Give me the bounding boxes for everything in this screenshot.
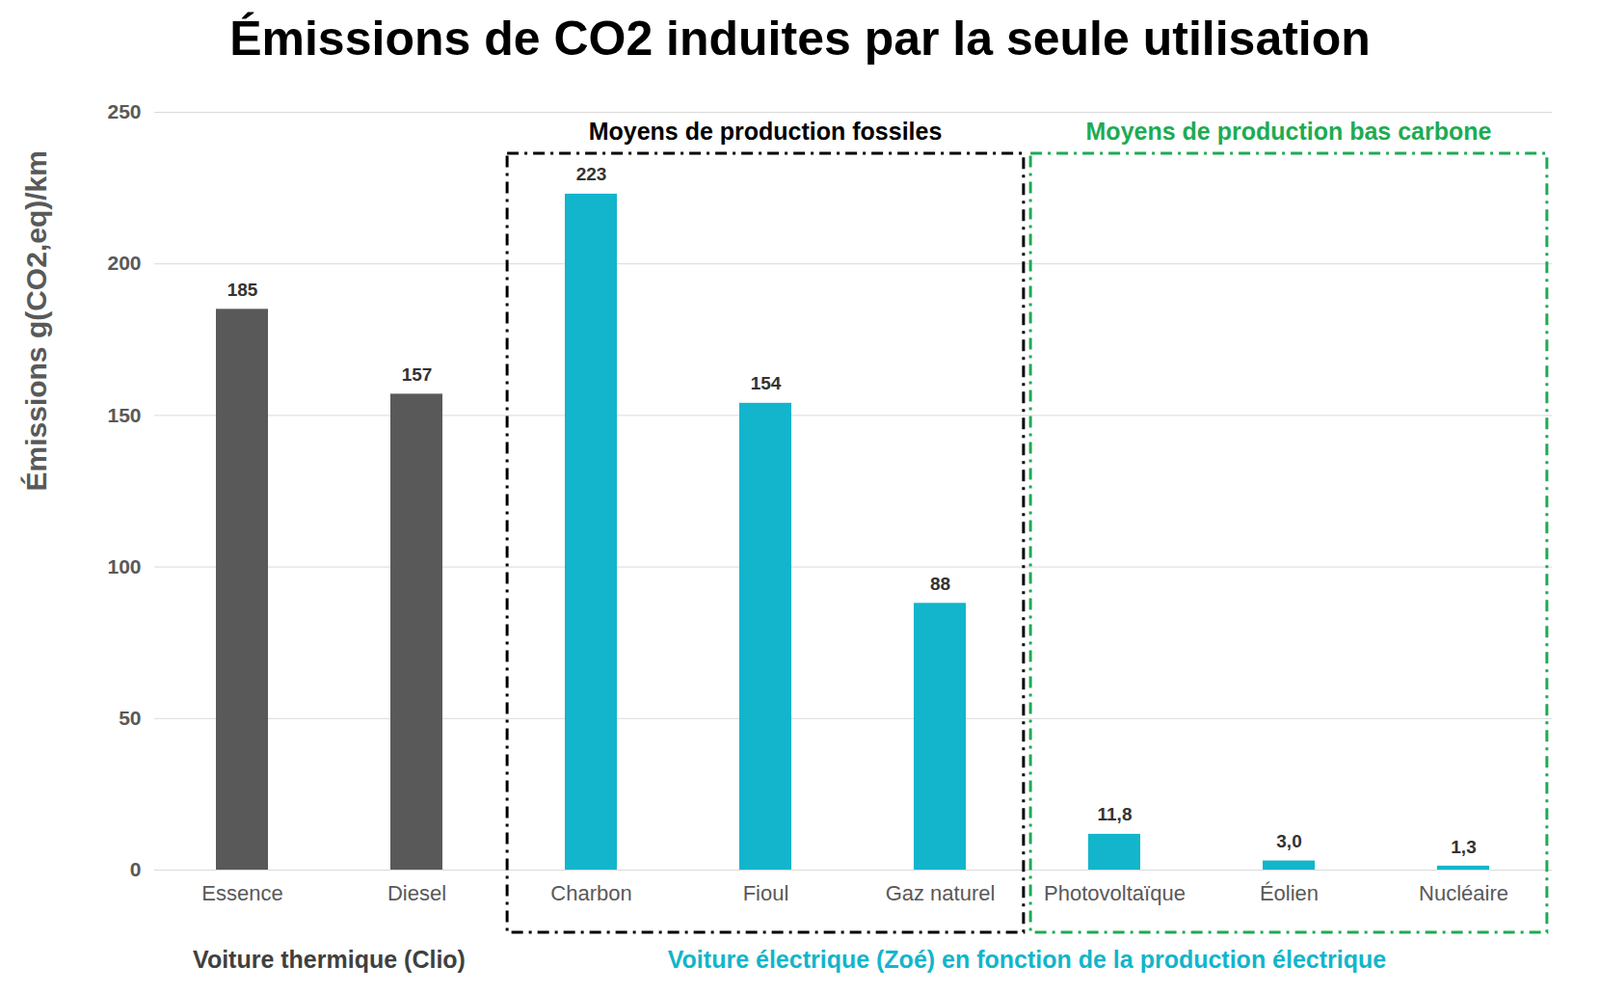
svg-text:50: 50 (118, 706, 141, 729)
svg-text:Voiture thermique (Clio): Voiture thermique (Clio) (192, 945, 466, 973)
svg-text:1,3: 1,3 (1450, 835, 1476, 856)
svg-text:Éolien: Éolien (1259, 880, 1319, 906)
svg-text:Essence: Essence (201, 880, 283, 906)
svg-text:200: 200 (106, 251, 141, 274)
svg-text:Fioul: Fioul (743, 880, 790, 906)
svg-text:100: 100 (106, 555, 141, 578)
svg-text:Diesel: Diesel (387, 880, 447, 906)
svg-text:11,8: 11,8 (1097, 803, 1133, 825)
svg-text:154: 154 (750, 373, 782, 394)
svg-text:223: 223 (576, 163, 608, 185)
svg-text:Moyens de production fossiles: Moyens de production fossiles (588, 117, 943, 145)
svg-text:88: 88 (930, 573, 951, 594)
svg-text:Moyens de production bas carbo: Moyens de production bas carbone (1086, 117, 1493, 145)
svg-text:Gaz naturel: Gaz naturel (885, 880, 996, 906)
svg-text:3,0: 3,0 (1276, 830, 1302, 852)
svg-text:Nucléaire: Nucléaire (1418, 880, 1509, 906)
svg-text:150: 150 (106, 403, 141, 427)
svg-text:0: 0 (130, 857, 142, 880)
svg-text:Charbon: Charbon (550, 880, 632, 906)
svg-text:157: 157 (401, 364, 433, 385)
svg-text:Voiture électrique (Zoé) en fo: Voiture électrique (Zoé) en fonction de … (667, 945, 1387, 973)
svg-text:Photovoltaïque: Photovoltaïque (1043, 880, 1186, 906)
svg-text:250: 250 (106, 100, 141, 123)
html-text:Émissions de CO2 induites par: Émissions de CO2 induites par la seule u… (229, 11, 1371, 66)
svg-text:185: 185 (227, 279, 259, 300)
svg-text:Émissions g(CO2,eq)/km: Émissions g(CO2,eq)/km (20, 150, 53, 491)
